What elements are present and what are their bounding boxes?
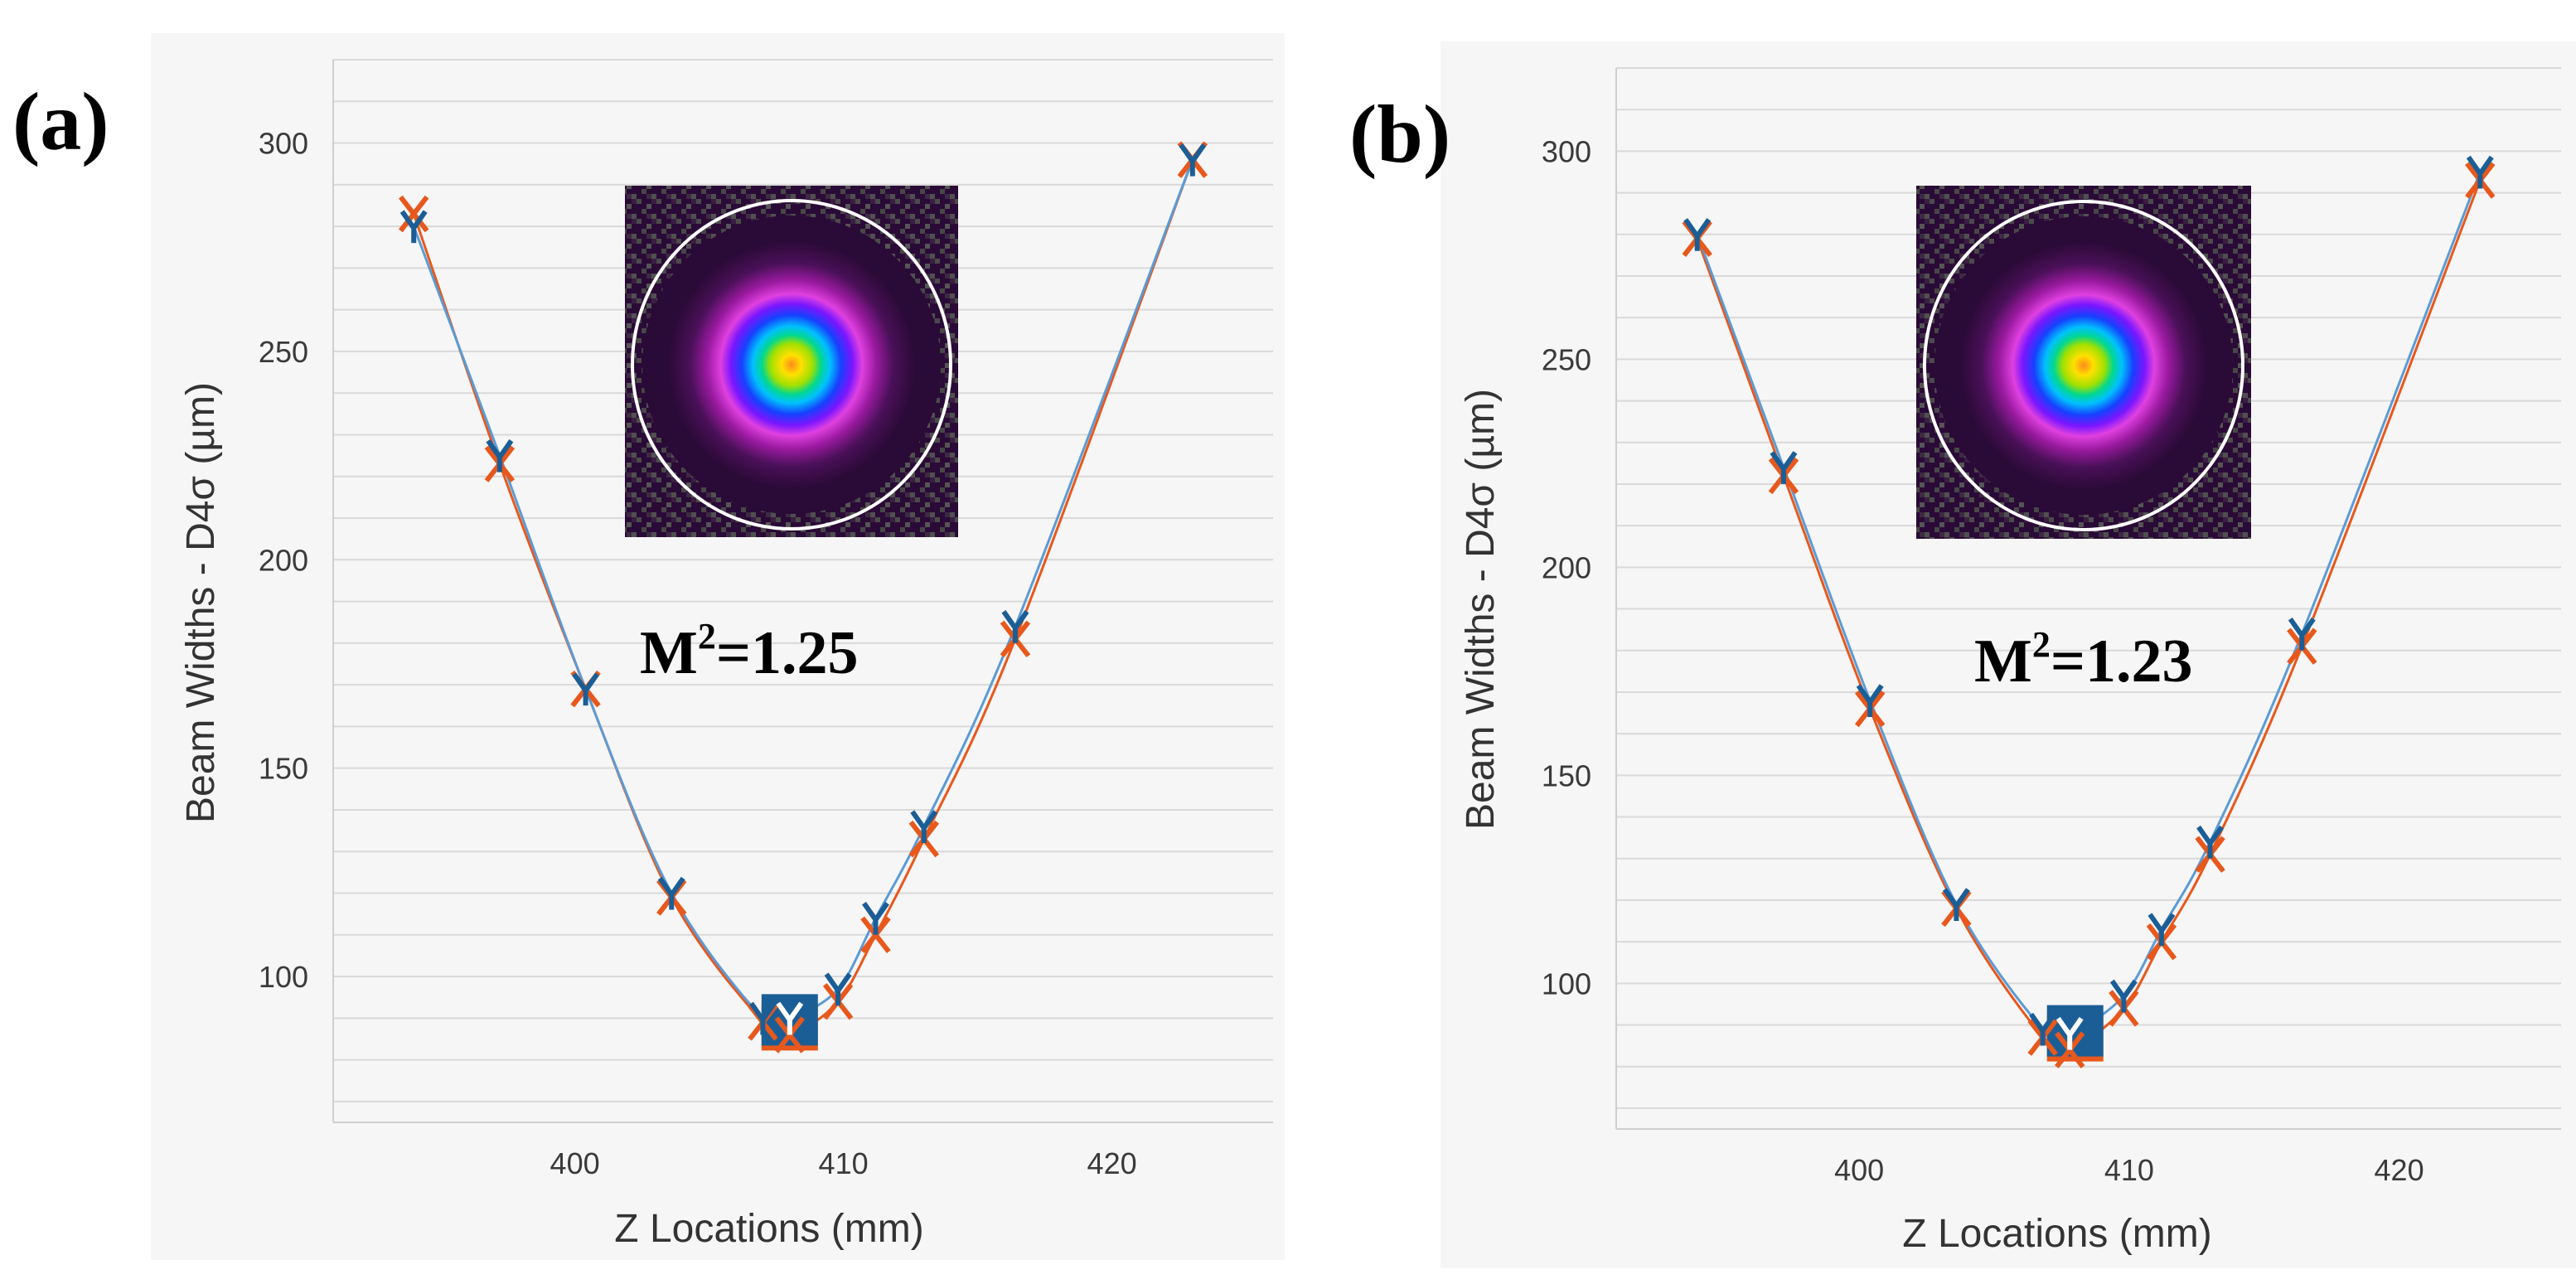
- data-point-y: [862, 901, 889, 935]
- m2-base: M: [1974, 627, 2032, 695]
- tick-labels: 100 150 200 250 300 400 410 420: [1542, 134, 2424, 1187]
- y-tick-label: 200: [259, 543, 308, 577]
- y-marker-stroke: [399, 210, 428, 244]
- y-tick-label: 150: [1542, 758, 1591, 792]
- data-point-y: [399, 210, 428, 244]
- data-point-y: [2029, 1012, 2057, 1046]
- tick-labels: 100 150 200 250 300 400 410 420: [259, 127, 1137, 1180]
- m2-exponent: 2: [698, 616, 716, 657]
- y-tick-label: 150: [259, 752, 308, 786]
- y-marker-stroke: [1770, 451, 1798, 484]
- y-tick-label: 300: [1542, 134, 1591, 168]
- x-tick-label: 400: [1834, 1153, 1884, 1187]
- y-marker-stroke: [2466, 155, 2494, 189]
- y-marker-stroke: [862, 901, 889, 935]
- y-marker-stroke: [1942, 888, 1970, 921]
- panel-label: (a): [12, 75, 109, 167]
- panel-label: (b): [1349, 88, 1450, 180]
- data-markers: [398, 141, 1208, 1054]
- data-point-x: [774, 1016, 806, 1054]
- data-point-y: [1179, 143, 1207, 177]
- y-tick-label: 300: [259, 127, 308, 161]
- data-point-y: [2196, 825, 2225, 859]
- y-marker-stroke: [1179, 143, 1207, 177]
- x-marker-stroke: [774, 1016, 806, 1054]
- data-point-y: [1683, 218, 1712, 251]
- m2-base: M: [640, 619, 698, 687]
- y-marker-stroke: [824, 972, 852, 1006]
- x-marker-stroke: [398, 195, 429, 233]
- data-point-y: [2147, 913, 2176, 947]
- data-point-y: [1770, 451, 1798, 484]
- data-point-x: [860, 916, 891, 953]
- x-axis-title: Z Locations (mm): [1902, 1212, 2211, 1256]
- data-point-y: [2466, 155, 2494, 189]
- y-marker-stroke: [776, 1001, 804, 1035]
- x-tick-label: 400: [550, 1146, 600, 1180]
- beam-profile-inset: [1916, 186, 2251, 539]
- m2-annotation: M2=1.23: [1974, 624, 2193, 695]
- data-markers: [1682, 155, 2496, 1068]
- y-marker-stroke: [2147, 913, 2176, 947]
- y-marker-stroke: [657, 876, 685, 910]
- y-marker-stroke: [748, 1001, 777, 1035]
- y-tick-label: 250: [1542, 342, 1591, 376]
- panel-b: 100 150 200 250 300 400 410 420 Z Locations (mm…: [1349, 41, 2576, 1268]
- x-tick-label: 420: [2375, 1153, 2424, 1187]
- data-point-x: [2054, 1031, 2085, 1068]
- x-axis-title: Z Locations (mm): [614, 1207, 923, 1251]
- m2-exponent: 2: [2032, 624, 2051, 665]
- data-point-y: [824, 972, 852, 1006]
- data-point-y: [1942, 888, 1970, 921]
- y-marker-stroke: [2196, 825, 2225, 859]
- data-point-y: [572, 672, 600, 706]
- m2-value: =1.23: [2051, 627, 2193, 695]
- x-marker-stroke: [860, 916, 891, 953]
- y-marker-stroke: [1856, 684, 1884, 717]
- data-point-y: [2109, 979, 2138, 1013]
- y-marker-stroke: [2055, 1016, 2084, 1050]
- y-tick-label: 200: [1542, 550, 1591, 584]
- y-tick-label: 100: [1542, 967, 1591, 1001]
- beam-profile-inset: [625, 186, 958, 537]
- data-point-y: [486, 438, 514, 472]
- data-point-y: [1001, 610, 1029, 643]
- x-tick-label: 410: [819, 1146, 869, 1180]
- data-point-y: [657, 876, 685, 910]
- data-point-y: [910, 810, 938, 844]
- data-point-y: [1856, 684, 1884, 717]
- y-tick-label: 100: [259, 960, 308, 994]
- data-point-y: [2288, 617, 2316, 651]
- panel-a: 100 150 200 250 300 400 410 420 Z Locations (mm…: [12, 33, 1285, 1260]
- y-marker-stroke: [572, 672, 600, 706]
- y-marker-stroke: [486, 438, 514, 472]
- y-marker-stroke: [2109, 979, 2138, 1013]
- data-point-y: [776, 1001, 804, 1035]
- beam-outline-ellipse: [1923, 200, 2244, 531]
- data-point-x: [398, 195, 429, 233]
- y-marker-stroke: [2288, 617, 2316, 651]
- m2-value: =1.25: [716, 619, 859, 687]
- x-marker-stroke: [2054, 1031, 2085, 1068]
- y-marker-stroke: [1683, 218, 1712, 251]
- x-tick-label: 420: [1087, 1146, 1137, 1180]
- x-tick-label: 410: [2104, 1153, 2154, 1187]
- y-marker-stroke: [910, 810, 938, 844]
- beam-spot: [667, 240, 916, 489]
- beam-outline-ellipse: [631, 199, 952, 531]
- y-marker-stroke: [1001, 610, 1029, 643]
- y-marker-stroke: [2029, 1012, 2057, 1046]
- beam-spot: [1959, 241, 2208, 490]
- data-point-y: [2055, 1016, 2084, 1050]
- y-axis-title: Beam Widths - D4σ (µm): [179, 382, 223, 823]
- data-point-y: [748, 1001, 777, 1035]
- m2-annotation: M2=1.25: [640, 616, 859, 687]
- y-tick-label: 250: [259, 335, 308, 369]
- y-axis-title: Beam Widths - D4σ (µm): [1459, 389, 1503, 830]
